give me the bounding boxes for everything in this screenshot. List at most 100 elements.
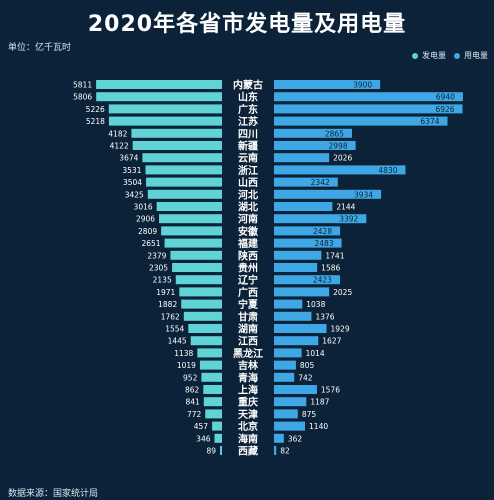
generation-bar: [203, 397, 222, 407]
generation-value-label: 2651: [141, 239, 160, 248]
chart-title: 2020年各省市发电量及用电量: [87, 12, 407, 37]
generation-value-label: 1138: [174, 349, 193, 358]
category-label: 青海: [238, 371, 258, 384]
category-label: 上海: [238, 384, 258, 397]
generation-value-label: 3504: [123, 178, 142, 187]
generation-value-label: 89: [207, 447, 217, 456]
category-label: 福建: [237, 237, 259, 250]
consumption-value-label: 2026: [333, 154, 352, 163]
generation-value-label: 3016: [134, 203, 153, 212]
generation-value-label: 2305: [149, 264, 168, 273]
consumption-value-label: 2342: [311, 178, 330, 187]
generation-value-label: 3674: [119, 154, 138, 163]
generation-bar: [181, 299, 222, 309]
consumption-bar: [274, 446, 277, 455]
generation-bar: [190, 336, 222, 346]
consumption-value-label: 742: [298, 373, 313, 382]
generation-value-label: 4182: [108, 129, 127, 138]
consumption-value-label: 1376: [315, 312, 334, 321]
consumption-value-label: 1140: [309, 422, 328, 431]
category-label: 云南: [238, 152, 258, 165]
generation-bar: [108, 116, 222, 126]
consumption-value-label: 362: [288, 434, 303, 443]
generation-bar: [161, 226, 222, 236]
consumption-bar: [274, 128, 352, 138]
consumption-bar: [274, 92, 463, 102]
consumption-bar: [274, 360, 296, 370]
consumption-bar: [274, 372, 295, 382]
category-label: 湖南: [238, 323, 258, 336]
consumption-bar: [274, 263, 318, 272]
consumption-value-label: 3900: [353, 81, 372, 90]
generation-bar: [108, 104, 222, 114]
generation-bar: [179, 287, 222, 297]
generation-bar: [147, 189, 222, 199]
generation-value-label: 2379: [147, 251, 166, 260]
generation-value-label: 952: [183, 373, 198, 382]
category-label: 安徽: [238, 225, 259, 238]
consumption-bar: [274, 104, 463, 114]
consumption-bar: [274, 385, 317, 394]
generation-value-label: 5226: [86, 105, 105, 114]
consumption-value-label: 82: [280, 447, 290, 456]
unit-label: 单位：亿千瓦时: [8, 43, 72, 53]
generation-bar: [220, 446, 222, 455]
category-label: 新疆: [238, 140, 258, 153]
consumption-bar: [274, 324, 327, 333]
generation-value-label: 2809: [138, 227, 157, 236]
category-label: 湖北: [238, 201, 258, 214]
consumption-value-label: 875: [302, 410, 317, 419]
consumption-value-label: 1014: [306, 349, 325, 358]
category-label: 北京: [238, 420, 258, 433]
consumption-bar: [274, 409, 298, 419]
generation-bar: [212, 421, 222, 431]
category-label: 重庆: [238, 396, 258, 409]
category-label: 河南: [238, 213, 258, 226]
consumption-bar: [274, 153, 330, 163]
generation-bar: [203, 385, 222, 394]
consumption-value-label: 6940: [436, 93, 455, 102]
generation-bar: [96, 80, 222, 89]
legend-swatch-generation: [412, 52, 418, 59]
consumption-value-label: 1576: [321, 386, 340, 395]
category-label: 吉林: [238, 359, 259, 372]
category-label: 宁夏: [238, 298, 259, 311]
category-label: 浙江: [238, 164, 258, 177]
generation-value-label: 1971: [156, 288, 175, 297]
consumption-value-label: 2428: [313, 227, 332, 236]
consumption-value-label: 1187: [310, 398, 329, 407]
generation-value-label: 772: [187, 410, 202, 419]
category-label: 西藏: [238, 445, 258, 458]
consumption-value-label: 2998: [329, 142, 348, 151]
consumption-value-label: 2483: [314, 239, 333, 248]
generation-value-label: 1019: [177, 361, 196, 370]
consumption-bar: [274, 433, 284, 443]
consumption-value-label: 1038: [306, 300, 325, 309]
category-label: 天津: [238, 408, 258, 421]
consumption-value-label: 1741: [325, 251, 344, 260]
generation-bar: [205, 409, 222, 419]
consumption-bar: [274, 421, 306, 431]
category-label: 广东: [238, 103, 258, 116]
category-label: 四川: [238, 128, 258, 140]
consumption-bar: [274, 287, 330, 297]
category-label: 江苏: [238, 115, 258, 128]
category-label: 陕西: [238, 249, 258, 262]
generation-bar: [164, 238, 222, 248]
generation-bar: [146, 177, 222, 187]
generation-value-label: 1554: [165, 325, 184, 334]
generation-value-label: 2906: [136, 215, 155, 224]
category-label: 甘肃: [238, 310, 258, 323]
generation-bar: [214, 433, 222, 443]
consumption-bar: [274, 177, 338, 187]
consumption-value-label: 1627: [322, 337, 341, 346]
generation-bar: [188, 324, 222, 333]
consumption-bar: [274, 238, 342, 248]
consumption-value-label: 2144: [336, 203, 355, 212]
consumption-bar: [274, 189, 382, 199]
consumption-value-label: 1586: [321, 264, 340, 273]
generation-bar: [183, 311, 222, 321]
generation-bar: [156, 202, 222, 211]
generation-value-label: 4122: [110, 142, 129, 151]
